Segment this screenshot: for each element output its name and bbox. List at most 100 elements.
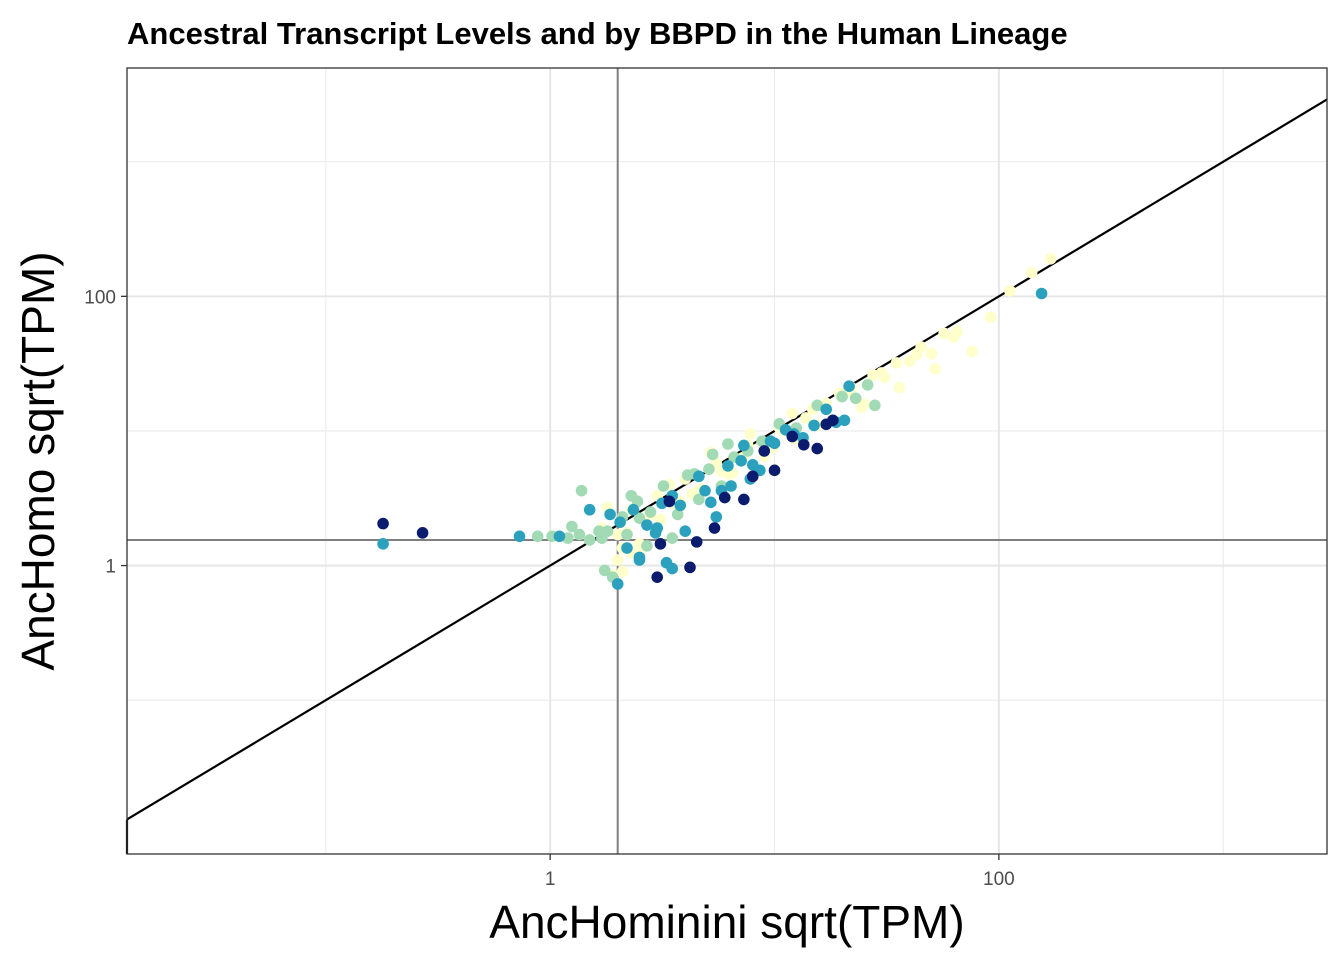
data-point: [856, 401, 868, 414]
data-point: [843, 380, 855, 393]
data-point: [611, 554, 624, 566]
data-point: [768, 464, 781, 477]
data-point: [644, 506, 657, 518]
data-point: [756, 435, 768, 447]
x-tick-label: 1: [545, 869, 556, 890]
data-point: [684, 561, 696, 574]
data-point: [738, 439, 750, 452]
data-point: [951, 325, 963, 338]
data-point: [616, 565, 629, 578]
data-point: [768, 437, 781, 450]
data-point: [808, 419, 820, 432]
data-point: [738, 493, 750, 506]
data-point: [598, 564, 611, 577]
data-point: [869, 399, 881, 412]
data-point: [836, 390, 848, 403]
data-point: [693, 470, 705, 483]
data-point: [893, 381, 906, 394]
data-point: [1044, 253, 1057, 265]
data-point: [938, 327, 950, 340]
data-point: [611, 528, 624, 541]
reference-lines: [125, 68, 1328, 854]
data-point: [820, 403, 833, 416]
data-point: [641, 540, 653, 552]
data-point: [710, 511, 723, 523]
grid-layer: [127, 68, 1327, 854]
data-point: [690, 536, 703, 548]
data-point: [566, 520, 578, 533]
data-point: [705, 496, 717, 509]
data-point: [849, 392, 862, 405]
data-point: [811, 399, 824, 412]
y-tick-label: 100: [84, 287, 116, 308]
plot-panel-border: [126, 67, 1328, 855]
data-point: [611, 578, 624, 590]
y-tick-label: 1: [105, 557, 116, 578]
data-point: [377, 517, 389, 530]
data-point: [797, 438, 810, 451]
data-point: [601, 525, 614, 538]
data-point: [651, 522, 664, 534]
data-point: [674, 499, 687, 512]
data-point: [604, 508, 616, 521]
data-point: [878, 371, 891, 384]
y-axis-title: AncHomo sqrt(TPM): [12, 251, 64, 670]
identity-line: [126, 98, 1328, 821]
data-point: [722, 460, 734, 472]
data-point: [513, 530, 526, 543]
data-point: [867, 369, 879, 381]
data-point: [718, 491, 731, 504]
data-point: [703, 463, 715, 475]
data-point: [746, 470, 759, 483]
data-point: [416, 527, 429, 539]
data-point: [666, 562, 679, 575]
data-point: [666, 532, 679, 544]
data-point: [633, 512, 646, 524]
data-point: [1025, 266, 1038, 279]
data-point: [838, 414, 851, 427]
data-point: [1004, 284, 1016, 297]
data-point: [827, 414, 839, 427]
data-point: [679, 525, 692, 538]
data-point: [708, 522, 721, 534]
data-point: [725, 480, 737, 492]
data-point: [583, 503, 596, 516]
data-point: [929, 362, 941, 375]
data-point: [706, 448, 719, 461]
x-axis-title: AncHominini sqrt(TPM): [489, 896, 964, 948]
data-point: [621, 528, 633, 541]
data-point: [671, 508, 684, 521]
data-point: [800, 412, 812, 424]
data-point: [744, 428, 757, 440]
data-point: [633, 551, 646, 564]
data-point: [531, 530, 544, 543]
data-point: [575, 484, 588, 497]
data-point: [915, 341, 927, 353]
data-point: [573, 528, 586, 541]
data-point: [654, 538, 667, 550]
data-point: [861, 379, 874, 391]
data-point: [627, 503, 640, 516]
data-point: [663, 495, 676, 508]
data-point: [657, 480, 670, 492]
data-point: [890, 357, 903, 369]
data-points: [377, 253, 1057, 590]
data-point: [621, 542, 633, 554]
data-point: [651, 571, 664, 583]
data-point: [925, 347, 938, 360]
data-point: [699, 484, 711, 497]
data-point: [786, 407, 799, 420]
chart-title: Ancestral Transcript Levels and by BBPD …: [127, 16, 1068, 51]
axis-ticks: 1 100 1 100: [84, 287, 1014, 890]
data-point: [786, 430, 799, 443]
data-point: [811, 442, 824, 455]
data-point: [1035, 287, 1048, 300]
x-tick-label: 100: [983, 869, 1015, 890]
data-point: [641, 519, 653, 531]
data-point: [722, 438, 734, 450]
data-point: [758, 445, 771, 457]
data-point: [966, 345, 978, 358]
data-point: [984, 311, 997, 324]
data-point: [735, 455, 747, 467]
